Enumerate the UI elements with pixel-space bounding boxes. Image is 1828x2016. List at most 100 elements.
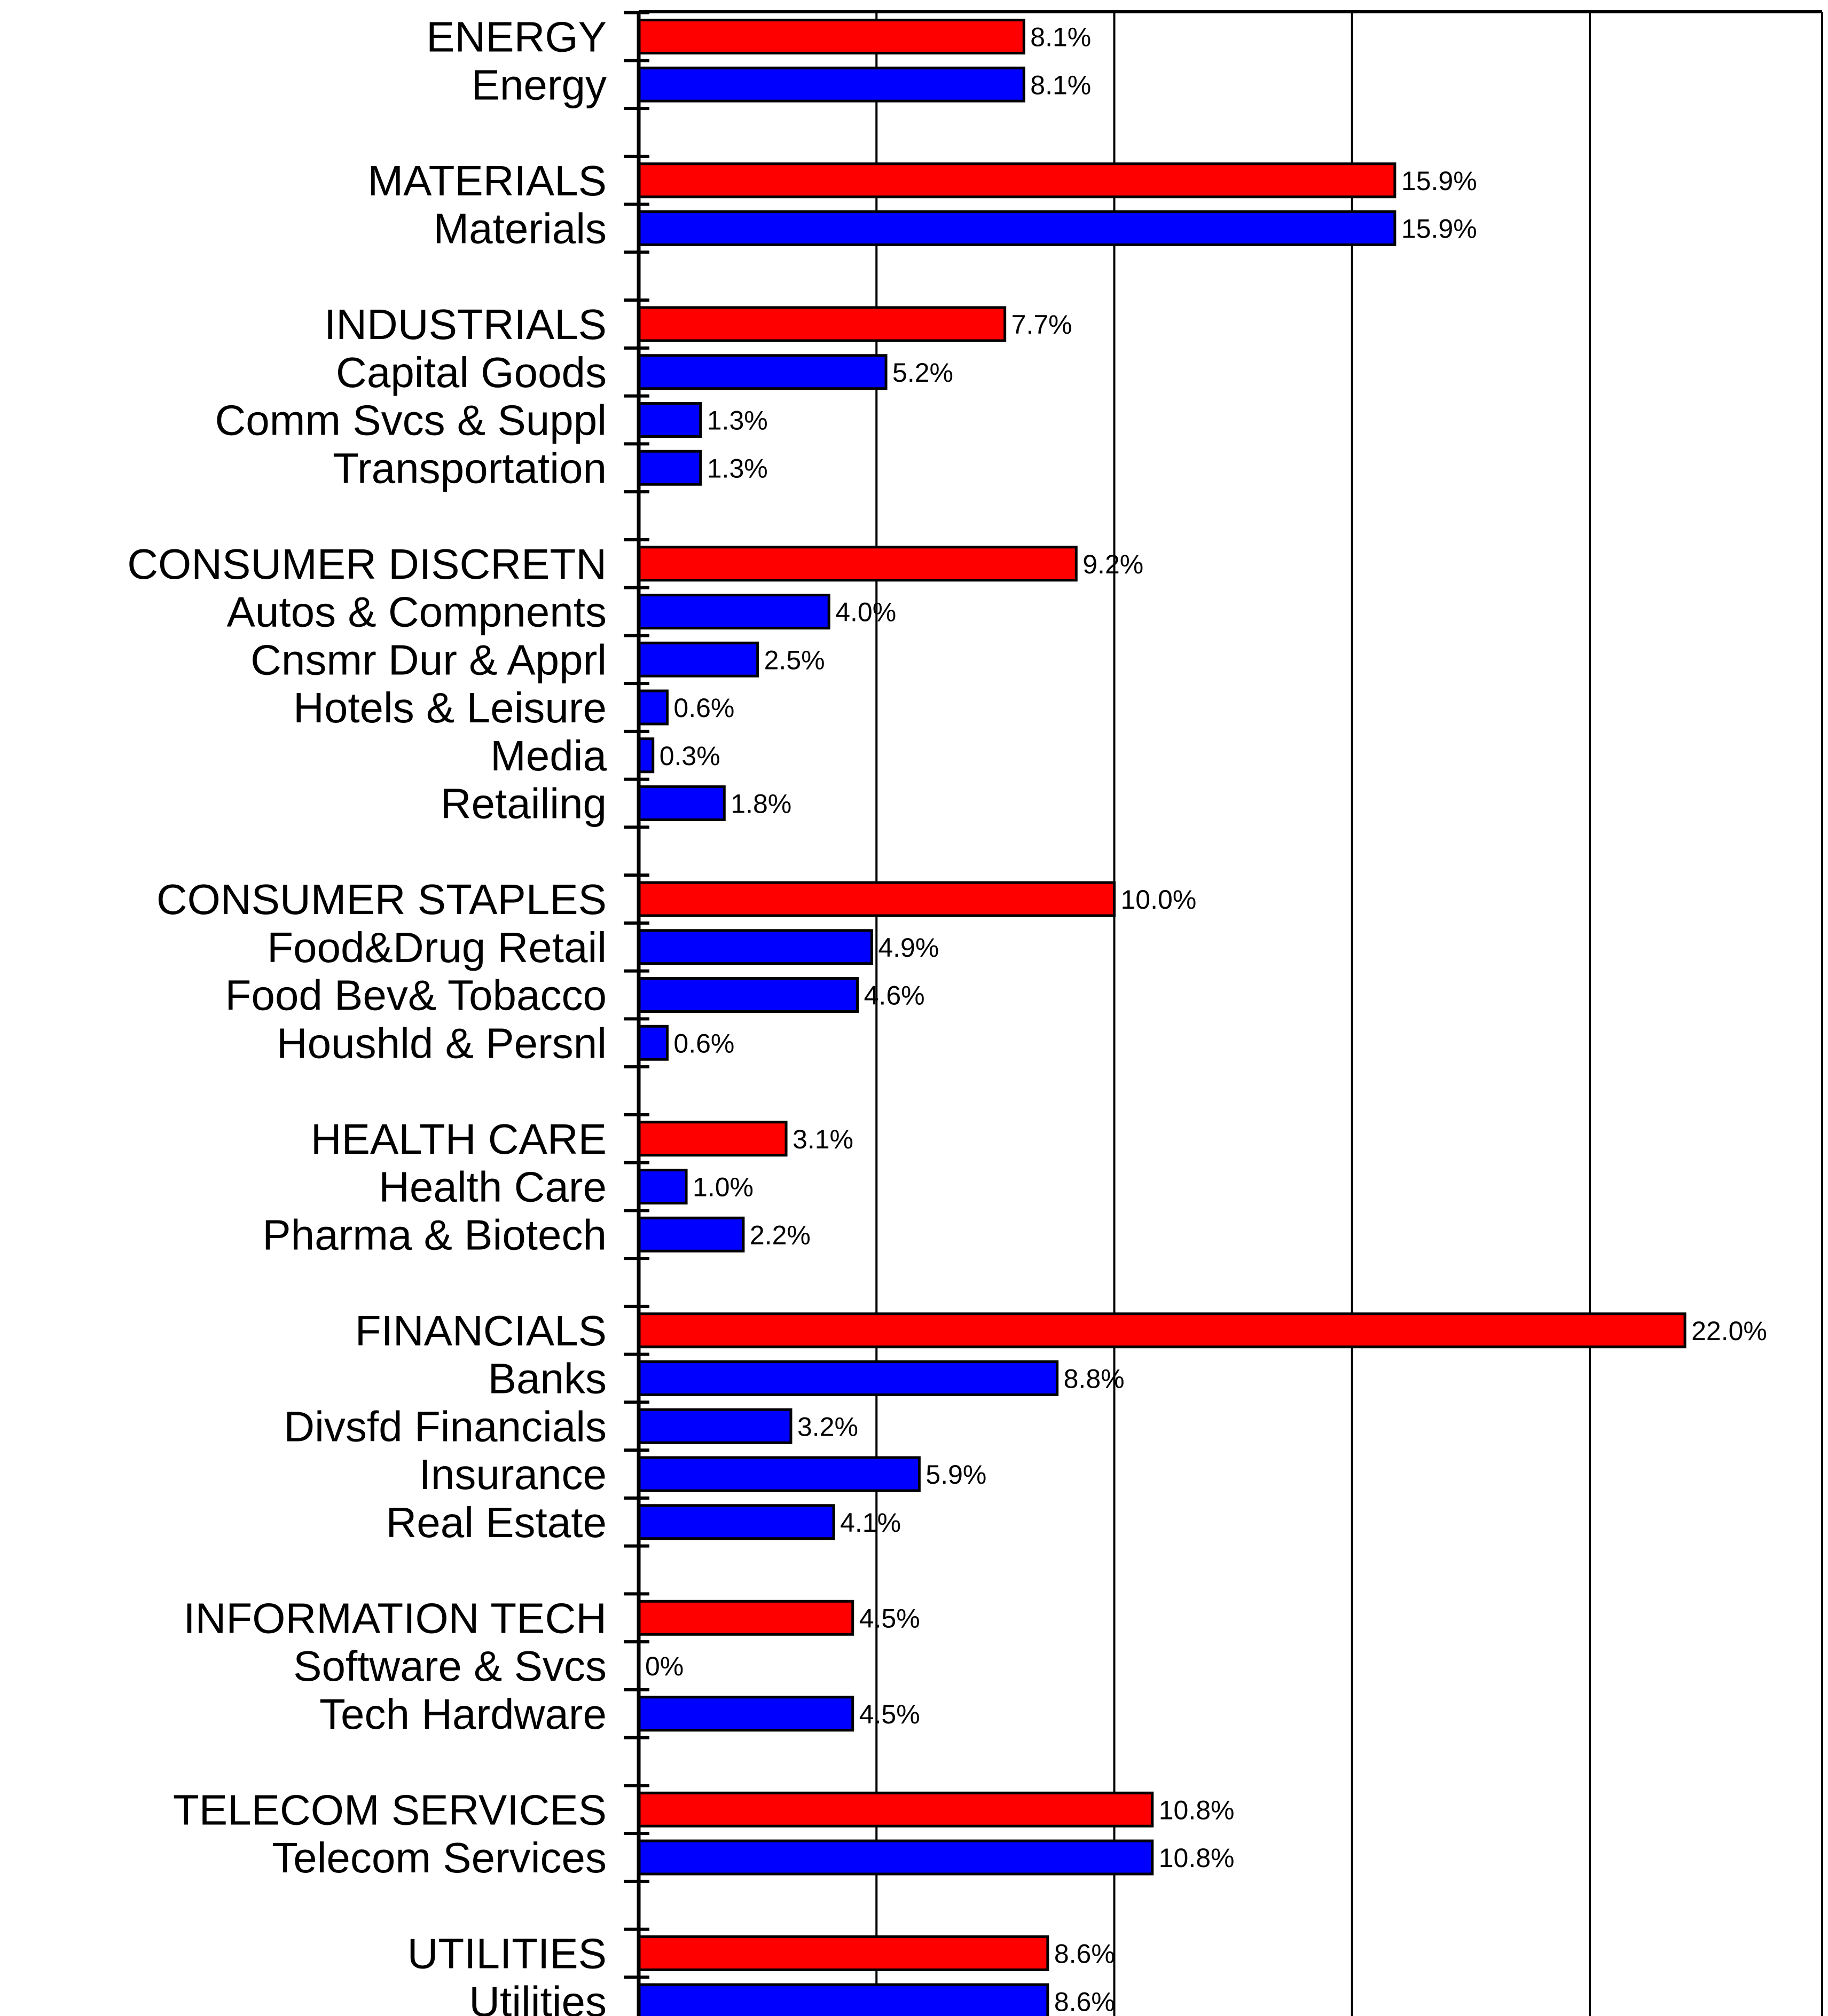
value-label: 3.2% xyxy=(797,1412,858,1442)
sector-bar xyxy=(637,546,1078,582)
industry-bar xyxy=(637,1983,1049,2016)
value-label: 8.6% xyxy=(1054,1987,1115,2016)
category-label: CONSUMER STAPLES xyxy=(156,876,607,923)
category-label: INFORMATION TECH xyxy=(183,1594,607,1642)
industry-bar xyxy=(637,641,759,678)
category-label: Materials xyxy=(433,205,607,253)
category-label: Transportation xyxy=(333,444,607,492)
sector-bar xyxy=(637,162,1397,199)
sector-bar xyxy=(637,1791,1154,1828)
industry-bar xyxy=(637,1839,1154,1876)
sector-bar xyxy=(637,1121,788,1157)
value-label: 8.1% xyxy=(1030,70,1091,100)
category-label: Hotels & Leisure xyxy=(293,684,607,731)
industry-bar xyxy=(637,689,669,726)
category-label: Divsfd Financials xyxy=(284,1403,607,1450)
category-label: Telecom Services xyxy=(272,1834,607,1881)
value-label: 0% xyxy=(645,1651,684,1681)
value-label: 0.6% xyxy=(673,693,734,723)
bar-layer xyxy=(637,19,1686,2016)
value-label: 8.1% xyxy=(1030,22,1091,52)
category-label: TELECOM SERVICES xyxy=(173,1786,607,1833)
axis-layer xyxy=(624,10,1823,2016)
value-label: 4.9% xyxy=(878,933,939,963)
industry-bar xyxy=(637,1408,793,1444)
value-label: 4.5% xyxy=(859,1603,920,1633)
sector-bar xyxy=(637,19,1025,54)
category-label: Banks xyxy=(488,1355,607,1403)
industry-bar xyxy=(637,1169,688,1204)
category-label: Capital Goods xyxy=(336,349,607,396)
value-label: 10.8% xyxy=(1159,1843,1235,1873)
category-label: Energy xyxy=(472,61,607,108)
category-label: INDUSTRIALS xyxy=(324,301,607,348)
value-label: 5.2% xyxy=(892,358,953,388)
category-label: Tech Hardware xyxy=(319,1690,607,1738)
category-label: ENERGY xyxy=(426,13,607,61)
category-label: Software & Svcs xyxy=(293,1642,607,1690)
category-label: Houshld & Persnl xyxy=(277,1019,607,1067)
industry-bar xyxy=(637,66,1025,103)
category-label: UTILITIES xyxy=(407,1930,607,1978)
sector-bar xyxy=(637,881,1116,917)
value-label: 7.7% xyxy=(1011,310,1072,340)
value-label: 1.3% xyxy=(707,406,768,436)
value-label: 2.2% xyxy=(750,1220,811,1250)
industry-bar xyxy=(637,1456,921,1492)
value-label: 10.8% xyxy=(1159,1795,1235,1825)
industry-bar xyxy=(637,1360,1059,1396)
category-label: Food Bev& Tobacco xyxy=(225,972,607,1019)
industry-bar xyxy=(637,977,859,1013)
industry-bar xyxy=(637,929,873,965)
category-label: Food&Drug Retail xyxy=(267,924,607,971)
value-label: 15.9% xyxy=(1401,166,1477,196)
value-label: 2.5% xyxy=(764,645,825,675)
value-label: 15.9% xyxy=(1401,214,1477,244)
value-label: 1.8% xyxy=(731,789,791,819)
value-label: 4.5% xyxy=(859,1699,920,1729)
value-label: 5.9% xyxy=(925,1460,986,1490)
value-label: 0.3% xyxy=(660,741,720,771)
category-label: CONSUMER DISCRETN xyxy=(127,540,607,588)
industry-bar xyxy=(637,210,1397,246)
category-label: Pharma & Biotech xyxy=(262,1211,607,1258)
industry-bar xyxy=(637,737,655,774)
value-label: 8.8% xyxy=(1064,1364,1125,1394)
value-label: 9.2% xyxy=(1082,549,1143,579)
category-label: Media xyxy=(490,732,607,779)
industry-bar xyxy=(637,785,726,821)
value-label: 4.0% xyxy=(835,597,896,627)
industry-bar xyxy=(637,402,702,438)
industry-bar xyxy=(637,1025,669,1061)
industry-bar xyxy=(637,450,702,486)
industry-bar xyxy=(637,1216,745,1253)
category-label: Autos & Compnents xyxy=(227,588,607,636)
category-label: Real Estate xyxy=(386,1499,607,1546)
category-label: Cnsmr Dur & Apprl xyxy=(250,636,607,683)
value-label: 10.0% xyxy=(1121,885,1197,915)
category-label: MATERIALS xyxy=(368,157,607,204)
value-label: 4.6% xyxy=(864,981,925,1011)
category-label: Insurance xyxy=(419,1451,607,1498)
category-label: Comm Svcs & Suppl xyxy=(215,397,607,444)
value-label: 22.0% xyxy=(1691,1316,1767,1346)
label-layer: ENERGY 8.1% Energy 8.1% MATERIALS 15.9% Materi… xyxy=(127,13,1767,2016)
sector-bar xyxy=(637,1935,1049,1971)
category-label: Retailing xyxy=(441,780,607,828)
category-label: Health Care xyxy=(379,1163,607,1211)
value-label: 1.0% xyxy=(693,1172,754,1202)
value-label: 0.6% xyxy=(673,1028,734,1058)
sector-bar xyxy=(637,306,1007,342)
value-label: 4.1% xyxy=(840,1508,901,1538)
value-label: 1.3% xyxy=(707,453,768,483)
industry-bar xyxy=(637,594,830,629)
grid-layer xyxy=(875,12,1591,2016)
category-label: Utilities xyxy=(469,1978,607,2016)
industry-bar xyxy=(637,1504,835,1540)
industry-bar xyxy=(637,354,888,390)
value-label: 3.1% xyxy=(793,1124,853,1154)
sector-bar xyxy=(637,1312,1686,1349)
value-label: 8.6% xyxy=(1054,1939,1115,1969)
category-label: HEALTH CARE xyxy=(311,1115,607,1163)
